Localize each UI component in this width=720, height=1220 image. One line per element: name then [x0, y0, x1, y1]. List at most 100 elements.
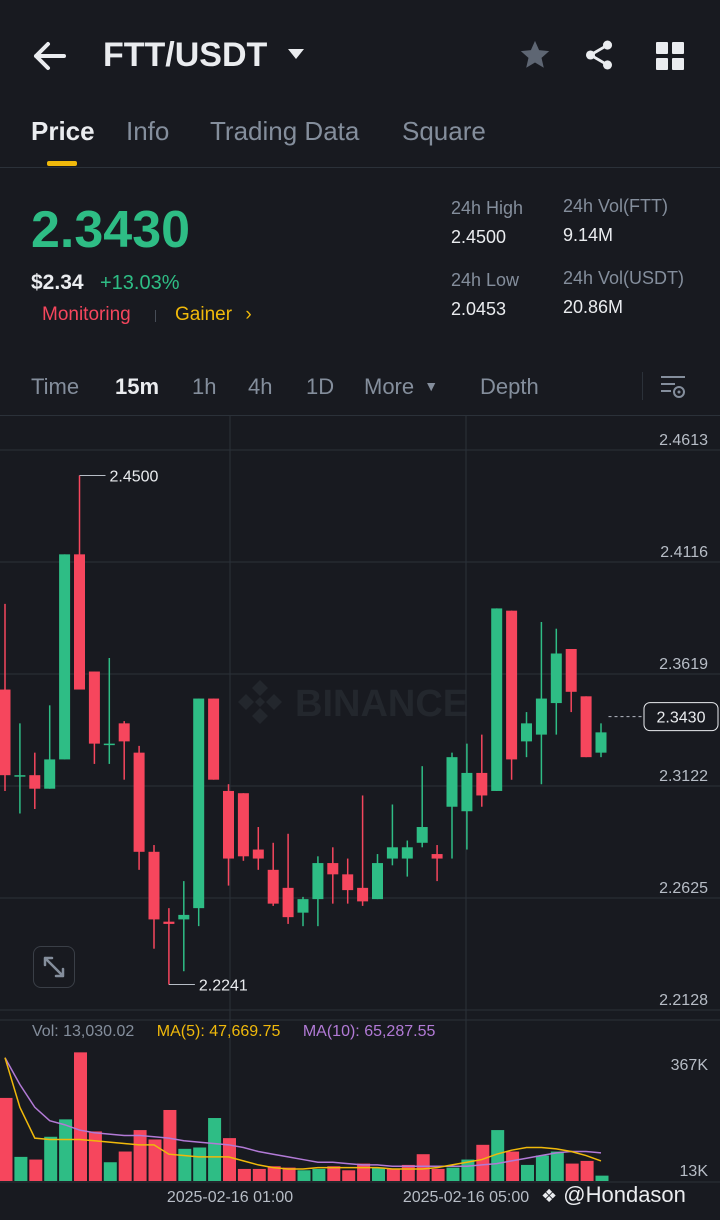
tab-trading-data[interactable]: Trading Data: [210, 116, 360, 146]
candle-body: [431, 854, 443, 859]
candle-body: [163, 921, 175, 924]
tf-1h[interactable]: 1h: [192, 374, 217, 399]
candle-body: [386, 847, 398, 859]
tf-4h[interactable]: 4h: [248, 374, 273, 399]
candle-body: [372, 863, 383, 900]
volume-bar: [267, 1166, 281, 1181]
volume-bar: [372, 1167, 385, 1181]
tf-more[interactable]: More ▼: [364, 374, 438, 400]
candle-body: [223, 790, 234, 859]
vol-usdt-value: 20.86M: [563, 297, 624, 317]
candle-body: [14, 775, 26, 777]
current-price-badge: [643, 702, 719, 732]
volume-bar: [252, 1168, 266, 1181]
tf-time[interactable]: Time: [31, 374, 80, 399]
y-tick-label: 2.4116: [660, 544, 708, 561]
candle-body: [267, 869, 279, 904]
pair-title-text: FTT/USDT: [103, 36, 268, 74]
volume-bar: [44, 1136, 58, 1181]
ma5-text: MA(5): 47,669.75: [156, 1023, 281, 1040]
volume-bar: [118, 1151, 132, 1181]
candle-body: [580, 696, 592, 758]
volume-bar: [59, 1119, 73, 1181]
vol-tick-label: 367K: [671, 1057, 709, 1074]
tab-info[interactable]: Info: [126, 116, 170, 146]
volume-bar: [148, 1139, 162, 1181]
volume-bar: [446, 1167, 460, 1181]
tabs-divider: [0, 167, 720, 168]
footer-credit: ❖ @Hondason: [541, 1182, 686, 1208]
current-price-label: 2.3430: [657, 710, 706, 727]
chart-settings-icon[interactable]: [660, 374, 686, 405]
low-label: 24h Low: [451, 270, 520, 290]
candle-body: [178, 914, 190, 920]
ma10-text: MA(10): 65,287.55: [302, 1023, 436, 1040]
ma5-line: [4, 1057, 602, 1170]
candle-body: [29, 775, 41, 789]
pair-title[interactable]: FTT/USDT: [103, 36, 267, 75]
volume-bar: [74, 1052, 87, 1181]
candle-body: [103, 743, 115, 746]
tab-square[interactable]: Square: [402, 116, 486, 146]
candle-body: [133, 752, 145, 852]
candle-body: [461, 772, 473, 812]
candle-body: [74, 554, 85, 690]
x-tick-label: 2025-02-16 01:00: [167, 1189, 293, 1206]
volume-bar: [0, 1097, 13, 1181]
pair-dropdown-icon[interactable]: [286, 46, 306, 67]
volume-bar: [565, 1163, 579, 1181]
volume-bar: [223, 1138, 236, 1181]
tf-1d[interactable]: 1D: [306, 374, 335, 399]
low-marker-label: 2.2241: [199, 978, 248, 995]
tag-separator: [155, 310, 156, 322]
low-value: 2.0453: [451, 299, 507, 319]
tf-separator: [642, 372, 643, 400]
chevron-right-icon: ›: [245, 304, 252, 325]
high-label: 24h High: [451, 198, 524, 218]
candle-body: [59, 554, 71, 760]
vol-ftt-label: 24h Vol(FTT): [563, 196, 669, 216]
volume-bar: [491, 1130, 505, 1181]
tf-more-label: More: [364, 374, 415, 399]
candle-body: [237, 793, 249, 857]
tag-gainer[interactable]: Gainer ›: [175, 304, 252, 326]
candle-body: [312, 863, 324, 900]
volume-info: Vol: 13,030.02 MA(5): 47,669.75 MA(10): …: [32, 1023, 435, 1041]
candle-body: [416, 827, 428, 843]
volume-bar: [550, 1151, 564, 1181]
tf-15m[interactable]: 15m: [115, 374, 160, 399]
volume-bar: [282, 1167, 296, 1181]
back-arrow-icon[interactable]: [30, 38, 70, 74]
volume-bar: [357, 1163, 371, 1181]
volume-bar: [178, 1148, 192, 1181]
chart-top-divider: [0, 415, 720, 416]
candle-body: [297, 899, 309, 913]
tag-monitoring[interactable]: Monitoring: [42, 304, 131, 325]
tag-gainer-label: Gainer: [175, 304, 233, 325]
candle-body: [446, 757, 458, 807]
diamond-logo-icon: ❖: [541, 1186, 558, 1206]
price-chart[interactable]: BINANCE 2.46132.41162.36192.31222.26252.…: [0, 416, 720, 1220]
tab-price[interactable]: Price: [31, 116, 95, 146]
candle-body: [357, 887, 369, 902]
share-icon[interactable]: [582, 38, 616, 77]
volume-bar: [416, 1154, 430, 1181]
favorite-star-icon[interactable]: [518, 38, 552, 77]
expand-chart-icon[interactable]: [33, 946, 75, 988]
volume-bar: [29, 1159, 43, 1181]
grid-menu-icon[interactable]: [655, 41, 685, 76]
volume-bar: [103, 1162, 117, 1181]
vol-ftt-value: 9.14M: [563, 225, 614, 245]
volume-bar: [237, 1168, 251, 1181]
caret-down-icon: ▼: [424, 378, 439, 394]
volume-ma-lines: [4, 1057, 602, 1170]
price-change: +13.03%: [100, 272, 180, 294]
candle-body: [342, 874, 354, 891]
binance-logo-icon: [238, 680, 282, 724]
high-marker-label: 2.4500: [110, 468, 159, 485]
candle-body: [327, 863, 339, 875]
volume-bar: [327, 1166, 341, 1181]
vol-text: Vol: 13,030.02: [32, 1023, 135, 1040]
tf-depth[interactable]: Depth: [480, 374, 539, 399]
watermark: BINANCE: [238, 680, 468, 725]
